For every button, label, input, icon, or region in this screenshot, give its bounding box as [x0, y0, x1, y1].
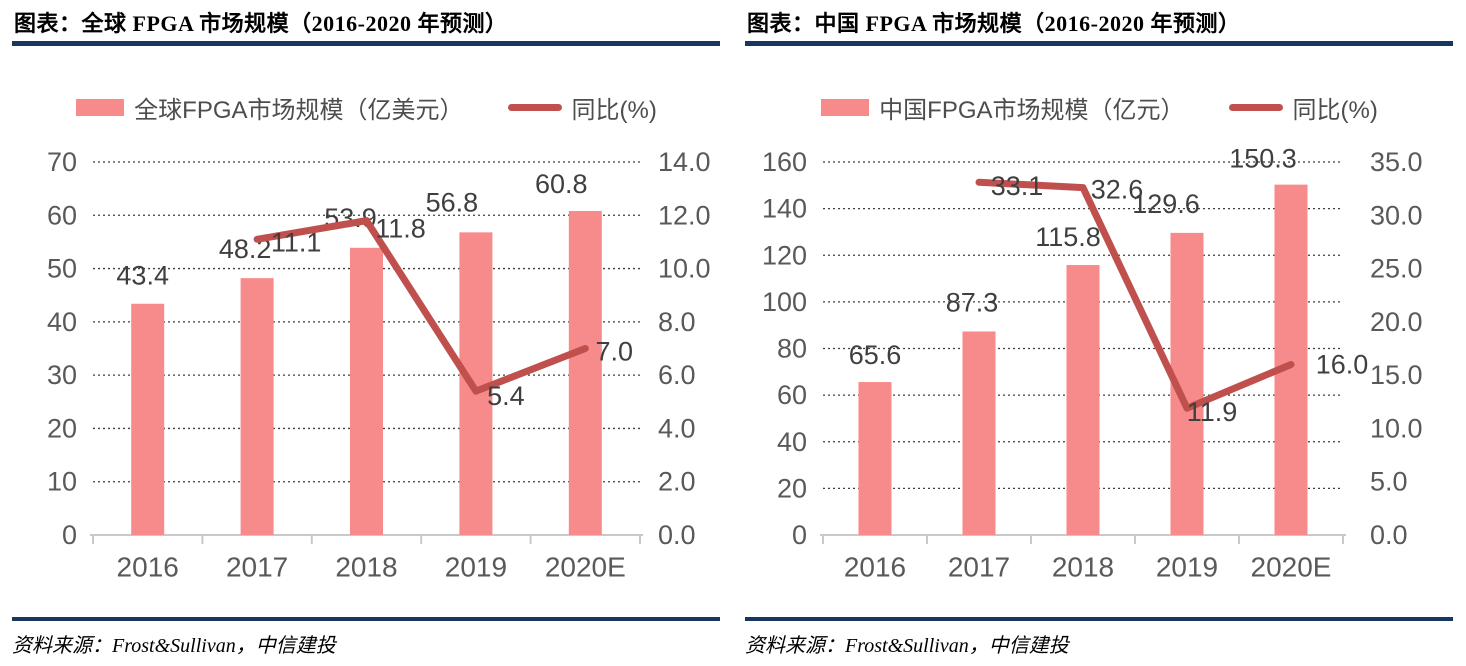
source-note: 资料来源：Frost&Sullivan，中信建投 [12, 635, 336, 657]
y-right-tick-label: 20.0 [1370, 307, 1423, 337]
title-divider [745, 41, 1453, 46]
bar-series-label: 全球FPGA市场规模（亿美元） [134, 97, 464, 124]
china-fpga-panel: 图表：中国 FPGA 市场规模（2016-2020 年预测） 中国FPGA市场规… [733, 0, 1466, 666]
bar [1274, 184, 1308, 535]
y-left-tick-label: 100 [762, 287, 807, 317]
y-left-tick-label: 0 [792, 520, 807, 550]
line-value-label: 11.8 [375, 214, 426, 244]
bar [858, 382, 892, 535]
footer-divider [12, 617, 720, 621]
y-left-tick-label: 80 [777, 334, 807, 364]
x-tick-label: 2018 [335, 552, 397, 583]
y-left-tick-label: 70 [47, 147, 77, 177]
y-right-tick-label: 5.0 [1370, 467, 1408, 497]
bar [568, 211, 602, 535]
combo-chart: 0 20 40 60 80 100 120 140 160 0.0 5.0 10.0 15.0 20.0 2… [762, 144, 1423, 583]
bar-value-label: 87.3 [946, 287, 999, 317]
y-left-tick-label: 40 [47, 307, 77, 337]
y-right-tick-label: 12.0 [658, 200, 711, 230]
bar-value-label: 56.8 [426, 187, 479, 217]
y-right-tick-label: 0.0 [1370, 520, 1408, 550]
y-left-tick-label: 10 [47, 467, 77, 497]
y-left-tick-label: 60 [47, 200, 77, 230]
y-left-tick-label: 50 [47, 254, 77, 284]
bar-value-label: 150.3 [1229, 144, 1297, 174]
y-left-tick-label: 60 [777, 380, 807, 410]
y-right-tick-label: 6.0 [658, 360, 696, 390]
x-tick-label: 2018 [1052, 552, 1114, 583]
line-series-swatch [507, 104, 562, 111]
bar-series-label: 中国FPGA市场规模（亿元） [879, 97, 1185, 124]
global-fpga-panel: 图表：全球 FPGA 市场规模（2016-2020 年预测） 全球FPGA市场规… [0, 11, 733, 657]
legend: 全球FPGA市场规模（亿美元） 同比(%) [0, 90, 733, 125]
y-right-tick-label: 8.0 [658, 307, 696, 337]
y-left-tick-label: 140 [762, 194, 807, 224]
x-tick-label: 2016 [844, 552, 906, 583]
x-tick-label: 2017 [226, 552, 288, 583]
bar-series-swatch [821, 99, 870, 116]
y-left-tick-label: 30 [47, 360, 77, 390]
y-left-tick-label: 0 [62, 520, 77, 550]
x-tick-label: 2016 [117, 552, 179, 583]
y-right-tick-label: 10.0 [1370, 413, 1423, 443]
line-value-label: 11.9 [1187, 397, 1238, 427]
line-series-label: 同比(%) [571, 97, 657, 124]
bar-value-label: 129.6 [1132, 189, 1200, 219]
x-tick-label: 2020E [1251, 552, 1332, 583]
bar-series-swatch [76, 99, 125, 116]
bar [1066, 265, 1100, 535]
y-left-tick-label: 20 [777, 473, 807, 503]
line-value-label: 11.1 [271, 227, 322, 257]
footer-divider [745, 617, 1453, 621]
bar [962, 331, 996, 535]
y-right-tick-label: 30.0 [1370, 200, 1423, 230]
line-value-label: 7.0 [596, 337, 634, 367]
trend-line [253, 217, 589, 395]
bar-value-label: 65.6 [849, 340, 902, 370]
y-right-tick-label: 14.0 [658, 147, 711, 177]
source-note: 资料来源：Frost&Sullivan，中信建投 [745, 635, 1069, 657]
x-tick-label: 2020E [545, 552, 626, 583]
page-title: 图表：中国 FPGA 市场规模（2016-2020 年预测） [747, 11, 1241, 36]
y-right-tick-label: 4.0 [658, 413, 696, 443]
page-title: 图表：全球 FPGA 市场规模（2016-2020 年预测） [14, 11, 508, 36]
legend: 中国FPGA市场规模（亿元） 同比(%) [733, 90, 1466, 125]
bar-value-label: 115.8 [1035, 222, 1101, 252]
bar-value-label: 60.8 [535, 169, 588, 199]
title-divider [12, 41, 720, 46]
y-right-tick-label: 2.0 [658, 467, 696, 497]
line-value-label: 32.6 [1091, 175, 1144, 205]
line-value-label: 5.4 [487, 381, 525, 411]
combo-chart: 0 10 20 30 40 50 60 70 0.0 2.0 4.0 6.0 8.0 10.0 12.0 14… [47, 147, 711, 583]
y-left-tick-label: 20 [47, 413, 77, 443]
x-tick-label: 2017 [948, 552, 1010, 583]
trend-line [975, 178, 1295, 412]
bar [131, 303, 165, 535]
x-tick-label: 2019 [445, 552, 507, 583]
bar-value-label: 43.4 [116, 261, 169, 291]
bar [350, 247, 383, 536]
line-value-label: 33.1 [991, 171, 1044, 201]
x-tick-label: 2019 [1156, 552, 1218, 583]
y-left-tick-label: 40 [777, 427, 807, 457]
y-right-tick-label: 35.0 [1370, 147, 1423, 177]
y-right-tick-label: 25.0 [1370, 254, 1423, 284]
bar [240, 278, 274, 535]
y-right-tick-label: 10.0 [658, 254, 711, 284]
y-left-tick-label: 160 [762, 147, 807, 177]
y-right-tick-label: 15.0 [1370, 360, 1423, 390]
line-series-label: 同比(%) [1292, 97, 1378, 124]
y-left-tick-label: 120 [762, 240, 807, 270]
line-value-label: 16.0 [1316, 349, 1369, 379]
line-series-swatch [1228, 104, 1283, 111]
y-right-tick-label: 0.0 [658, 520, 696, 550]
